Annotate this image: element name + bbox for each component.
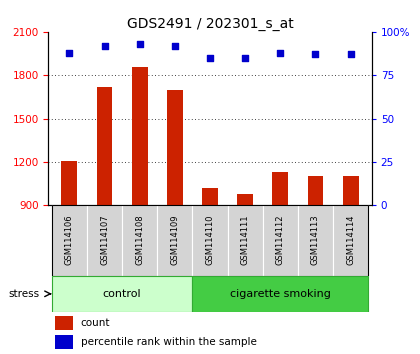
Point <box>66 50 73 56</box>
Bar <box>192 276 368 312</box>
Bar <box>228 205 263 276</box>
Text: GSM114112: GSM114112 <box>276 214 285 264</box>
Text: GSM114107: GSM114107 <box>100 214 109 265</box>
Text: GSM114109: GSM114109 <box>171 214 179 264</box>
Point <box>312 52 319 57</box>
Bar <box>273 172 288 205</box>
Text: cigarette smoking: cigarette smoking <box>230 289 331 299</box>
Bar <box>237 194 253 205</box>
Point <box>207 55 213 61</box>
Point <box>242 55 249 61</box>
Bar <box>87 205 122 276</box>
Text: count: count <box>81 318 110 328</box>
Text: GSM114113: GSM114113 <box>311 214 320 265</box>
Text: GSM114114: GSM114114 <box>346 214 355 264</box>
Bar <box>157 205 192 276</box>
Point <box>171 43 178 48</box>
Bar <box>298 205 333 276</box>
Bar <box>97 87 113 205</box>
Text: GSM114111: GSM114111 <box>241 214 249 264</box>
Bar <box>132 67 147 205</box>
Bar <box>52 276 192 312</box>
Bar <box>333 205 368 276</box>
Bar <box>55 316 73 330</box>
Bar <box>61 160 77 205</box>
Bar <box>52 205 87 276</box>
Bar <box>192 205 228 276</box>
Point <box>347 52 354 57</box>
Bar <box>307 176 323 205</box>
Bar <box>343 176 359 205</box>
Bar <box>55 335 73 349</box>
Bar <box>263 205 298 276</box>
Title: GDS2491 / 202301_s_at: GDS2491 / 202301_s_at <box>126 17 294 31</box>
Text: control: control <box>103 289 142 299</box>
Text: GSM114110: GSM114110 <box>205 214 215 264</box>
Point <box>136 41 143 47</box>
Point <box>277 50 284 56</box>
Text: stress: stress <box>9 289 40 299</box>
Bar <box>202 188 218 205</box>
Text: GSM114108: GSM114108 <box>135 214 144 265</box>
Point <box>101 43 108 48</box>
Text: percentile rank within the sample: percentile rank within the sample <box>81 337 257 347</box>
Text: GSM114106: GSM114106 <box>65 214 74 265</box>
Bar <box>167 90 183 205</box>
Bar <box>122 205 157 276</box>
